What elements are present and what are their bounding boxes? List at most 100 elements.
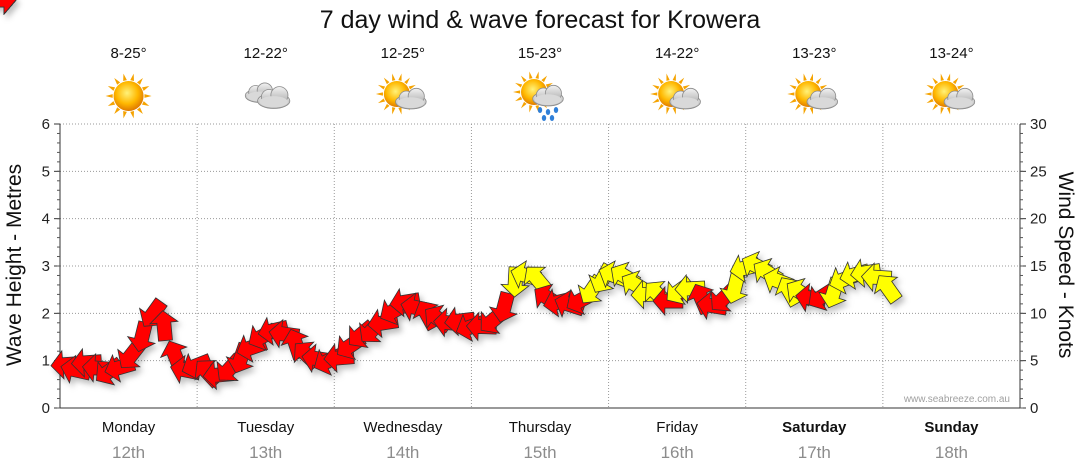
sun-ray [404, 77, 410, 85]
sun-ray [515, 96, 523, 102]
partly-cloudy-icon [375, 73, 427, 115]
cloud-shape [806, 87, 838, 110]
sun-ray [114, 78, 121, 85]
sun-ray [652, 98, 660, 104]
temperature-label: 12-22° [244, 45, 288, 62]
date-label: 12th [112, 443, 145, 462]
sun-ray [529, 105, 533, 113]
date-label: 15th [523, 443, 556, 462]
sun-ray [678, 77, 685, 85]
sun-ray [377, 98, 386, 104]
right-tick-label: 0 [1030, 400, 1038, 417]
sun-ray [809, 73, 814, 81]
sun-ray [142, 86, 150, 91]
showers-icon [513, 71, 564, 121]
sun-ray [820, 84, 828, 90]
rain-drop [541, 115, 547, 121]
sun-ray [672, 107, 676, 115]
date-label: 16th [661, 443, 694, 462]
wind-arrow [719, 272, 749, 304]
day-label: Wednesday [363, 419, 442, 436]
sun-ray [957, 84, 965, 90]
temperature-row: 8-25° 12-22° 12-25° 15-23° 14-22° 13-23° 13-24… [111, 45, 974, 62]
sun-ray [142, 101, 150, 106]
wind-series [0, 0, 903, 391]
sun-ray [650, 92, 658, 96]
credit-text: www.seabreeze.com.au [903, 394, 1010, 405]
sun-disc [113, 81, 144, 111]
chart-title: 7 day wind & wave forecast for Krowera [320, 6, 761, 34]
cloud-shape [257, 86, 291, 109]
sun-ray [787, 92, 795, 96]
partly-cloudy-icon [650, 73, 701, 115]
left-tick-label: 6 [42, 116, 50, 133]
temperature-label: 15-23° [518, 45, 562, 62]
left-tick-label: 5 [42, 163, 50, 180]
sun-ray [520, 101, 527, 109]
sun-ray [383, 77, 390, 85]
sun-ray [541, 75, 548, 83]
sun-ray [398, 107, 402, 115]
sun-ray [377, 84, 386, 90]
left-tick-label: 2 [42, 305, 50, 322]
wind-arrow [148, 310, 179, 342]
sun-ray [682, 84, 691, 90]
right-tick-label: 30 [1030, 116, 1047, 133]
sun-ray [795, 77, 801, 85]
right-tick-label: 20 [1030, 211, 1047, 228]
sun-ray [398, 73, 402, 81]
right-axis-title: Wind Speed - Knots [1054, 172, 1077, 359]
sun-ray [652, 84, 660, 90]
day-label: Thursday [509, 419, 572, 436]
sun-ray [789, 98, 797, 104]
sun-ray [136, 78, 143, 85]
sun-ray [932, 77, 939, 85]
sun-ray [375, 92, 383, 96]
date-label: 14th [386, 443, 419, 462]
wind-arrow [873, 275, 903, 305]
sun-ray [107, 86, 116, 91]
sun-ray [144, 94, 152, 98]
sun-ray [946, 107, 951, 115]
cloud-shape [669, 87, 701, 110]
sun-ray [105, 94, 113, 98]
date-label: 13th [249, 443, 282, 462]
sun-ray [932, 103, 939, 111]
sun-ray [666, 73, 670, 81]
sun-ray [924, 92, 932, 96]
cloud-shape [943, 87, 976, 110]
wind-arrow [126, 320, 157, 353]
partly-cloudy-icon [924, 73, 976, 115]
sun-ray [107, 101, 116, 106]
right-axis: 0 5 10 15 20 25 30 [1020, 116, 1047, 417]
cloudy-icon [244, 82, 291, 109]
day-label: Friday [656, 419, 698, 436]
sun-ray [666, 107, 670, 115]
sun-ray [926, 84, 934, 90]
sun-ray [803, 73, 807, 81]
sun-ray [946, 73, 951, 81]
day-label: Saturday [782, 419, 847, 436]
left-tick-label: 4 [42, 211, 50, 228]
left-axis-title: Wave Height - Metres [3, 164, 26, 366]
sun-ray [513, 90, 521, 94]
rain-drop [537, 107, 543, 113]
right-tick-label: 15 [1030, 258, 1047, 275]
rain-drop [553, 107, 559, 113]
rain-drop [549, 115, 555, 121]
day-label: Tuesday [237, 419, 294, 436]
sun-ray [545, 82, 553, 88]
date-label: 18th [935, 443, 968, 462]
left-tick-label: 1 [42, 353, 50, 370]
partly-cloudy-icon [787, 73, 838, 115]
sun-ray [114, 107, 121, 114]
sun-ray [515, 82, 523, 88]
sunny-icon [105, 73, 152, 119]
sun-ray [130, 73, 134, 81]
right-tick-label: 10 [1030, 305, 1047, 322]
left-tick-label: 0 [42, 400, 50, 417]
sun-ray [815, 77, 822, 85]
sun-ray [123, 73, 127, 81]
sun-ray [795, 103, 801, 111]
